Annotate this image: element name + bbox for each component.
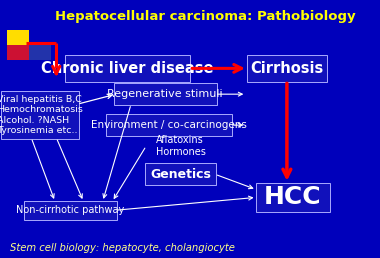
FancyBboxPatch shape xyxy=(255,183,329,212)
FancyBboxPatch shape xyxy=(24,201,117,220)
Text: Chronic liver disease: Chronic liver disease xyxy=(41,61,214,76)
Text: Cirrhosis: Cirrhosis xyxy=(250,61,323,76)
FancyBboxPatch shape xyxy=(1,91,79,139)
Text: Aflatoxins
Hormones: Aflatoxins Hormones xyxy=(156,135,206,157)
Text: Genetics: Genetics xyxy=(150,168,211,181)
Text: Stem cell biology: hepatocyte, cholangiocyte: Stem cell biology: hepatocyte, cholangio… xyxy=(10,243,234,253)
FancyBboxPatch shape xyxy=(7,30,29,45)
FancyBboxPatch shape xyxy=(65,55,190,82)
Text: Non-cirrhotic pathway: Non-cirrhotic pathway xyxy=(16,205,124,215)
FancyBboxPatch shape xyxy=(7,45,29,60)
Text: Regenerative stimuli: Regenerative stimuli xyxy=(108,89,223,99)
FancyBboxPatch shape xyxy=(106,114,232,136)
FancyBboxPatch shape xyxy=(114,83,217,105)
Text: HCC: HCC xyxy=(264,185,321,209)
FancyBboxPatch shape xyxy=(145,163,215,185)
Text: Hepatocellular carcinoma: Pathobiology: Hepatocellular carcinoma: Pathobiology xyxy=(55,10,356,23)
Text: Environment / co-carcinogens: Environment / co-carcinogens xyxy=(91,120,247,130)
FancyBboxPatch shape xyxy=(29,45,51,60)
FancyBboxPatch shape xyxy=(247,55,327,82)
Text: Viral hepatitis B,C
Hemochromatosis
Alcohol. ?NASH
Tyrosinemia etc..: Viral hepatitis B,C Hemochromatosis Alco… xyxy=(0,95,83,135)
